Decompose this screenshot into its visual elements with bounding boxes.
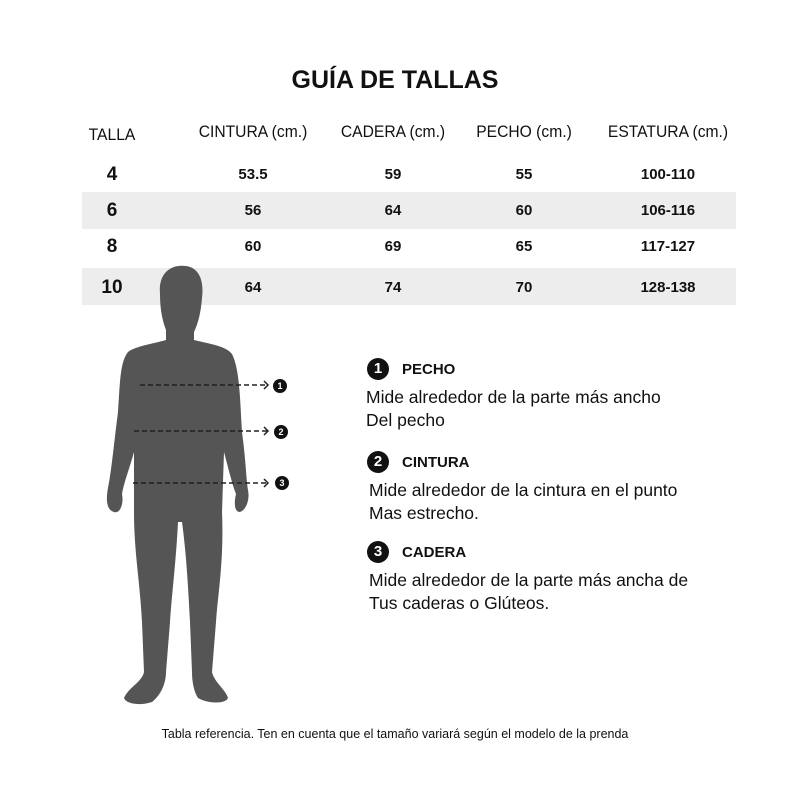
row-band: [82, 192, 736, 229]
measurement-cell: 69: [384, 238, 402, 255]
legend-description: Mide alrededor de la parte más ancho: [366, 387, 661, 407]
column-header: CADERA (cm.): [340, 122, 446, 141]
column-header: TALLA: [88, 125, 136, 144]
page-title: GUÍA DE TALLAS: [291, 66, 499, 94]
size-cell: 4: [106, 164, 118, 185]
measurement-cell: 60: [515, 202, 533, 219]
column-header: CINTURA (cm.): [198, 122, 308, 141]
measurement-cell: 70: [515, 279, 533, 296]
legend-title: PECHO: [402, 361, 456, 378]
size-cell: 10: [101, 277, 123, 298]
legend-description: Tus caderas o Glúteos.: [369, 593, 550, 613]
measurement-cell: 100-110: [640, 166, 696, 183]
number-badge: 2: [367, 451, 389, 473]
footer-note: Tabla referencia. Ten en cuenta que el t…: [161, 727, 629, 741]
number-badge: 3: [367, 541, 389, 563]
marker-number: 2: [278, 427, 283, 437]
number-badge: 1: [367, 358, 389, 380]
measurement-cell: 53.5: [238, 166, 268, 183]
legend-description: Mide alrededor de la cintura en el punto: [369, 480, 678, 500]
measurement-cell: 64: [244, 279, 262, 296]
size-cell: 6: [106, 200, 118, 221]
legend-description: Mide alrededor de la parte más ancha de: [369, 570, 689, 590]
measurement-cell: 128-138: [640, 279, 696, 296]
legend-description: Del pecho: [366, 410, 445, 430]
measurement-cell: 74: [384, 279, 402, 296]
measurement-cell: 56: [244, 202, 262, 219]
legend-title: CINTURA: [402, 454, 470, 471]
marker-number: 3: [279, 478, 284, 488]
measurement-cell: 59: [384, 166, 402, 183]
size-cell: 8: [106, 236, 118, 257]
measurement-cell: 117-127: [640, 238, 696, 255]
legend-description: Mas estrecho.: [369, 503, 479, 523]
column-header: PECHO (cm.): [476, 122, 572, 141]
legend-title: CADERA: [402, 544, 467, 561]
measurement-cell: 65: [515, 238, 533, 255]
measurement-cell: 60: [244, 238, 262, 255]
column-header: ESTATURA (cm.): [607, 122, 729, 141]
marker-number: 1: [277, 381, 282, 391]
measurement-cell: 55: [515, 166, 533, 183]
measurement-cell: 64: [384, 202, 402, 219]
measurement-cell: 106-116: [640, 202, 696, 219]
human-silhouette-icon: 1 2 3: [106, 265, 289, 705]
